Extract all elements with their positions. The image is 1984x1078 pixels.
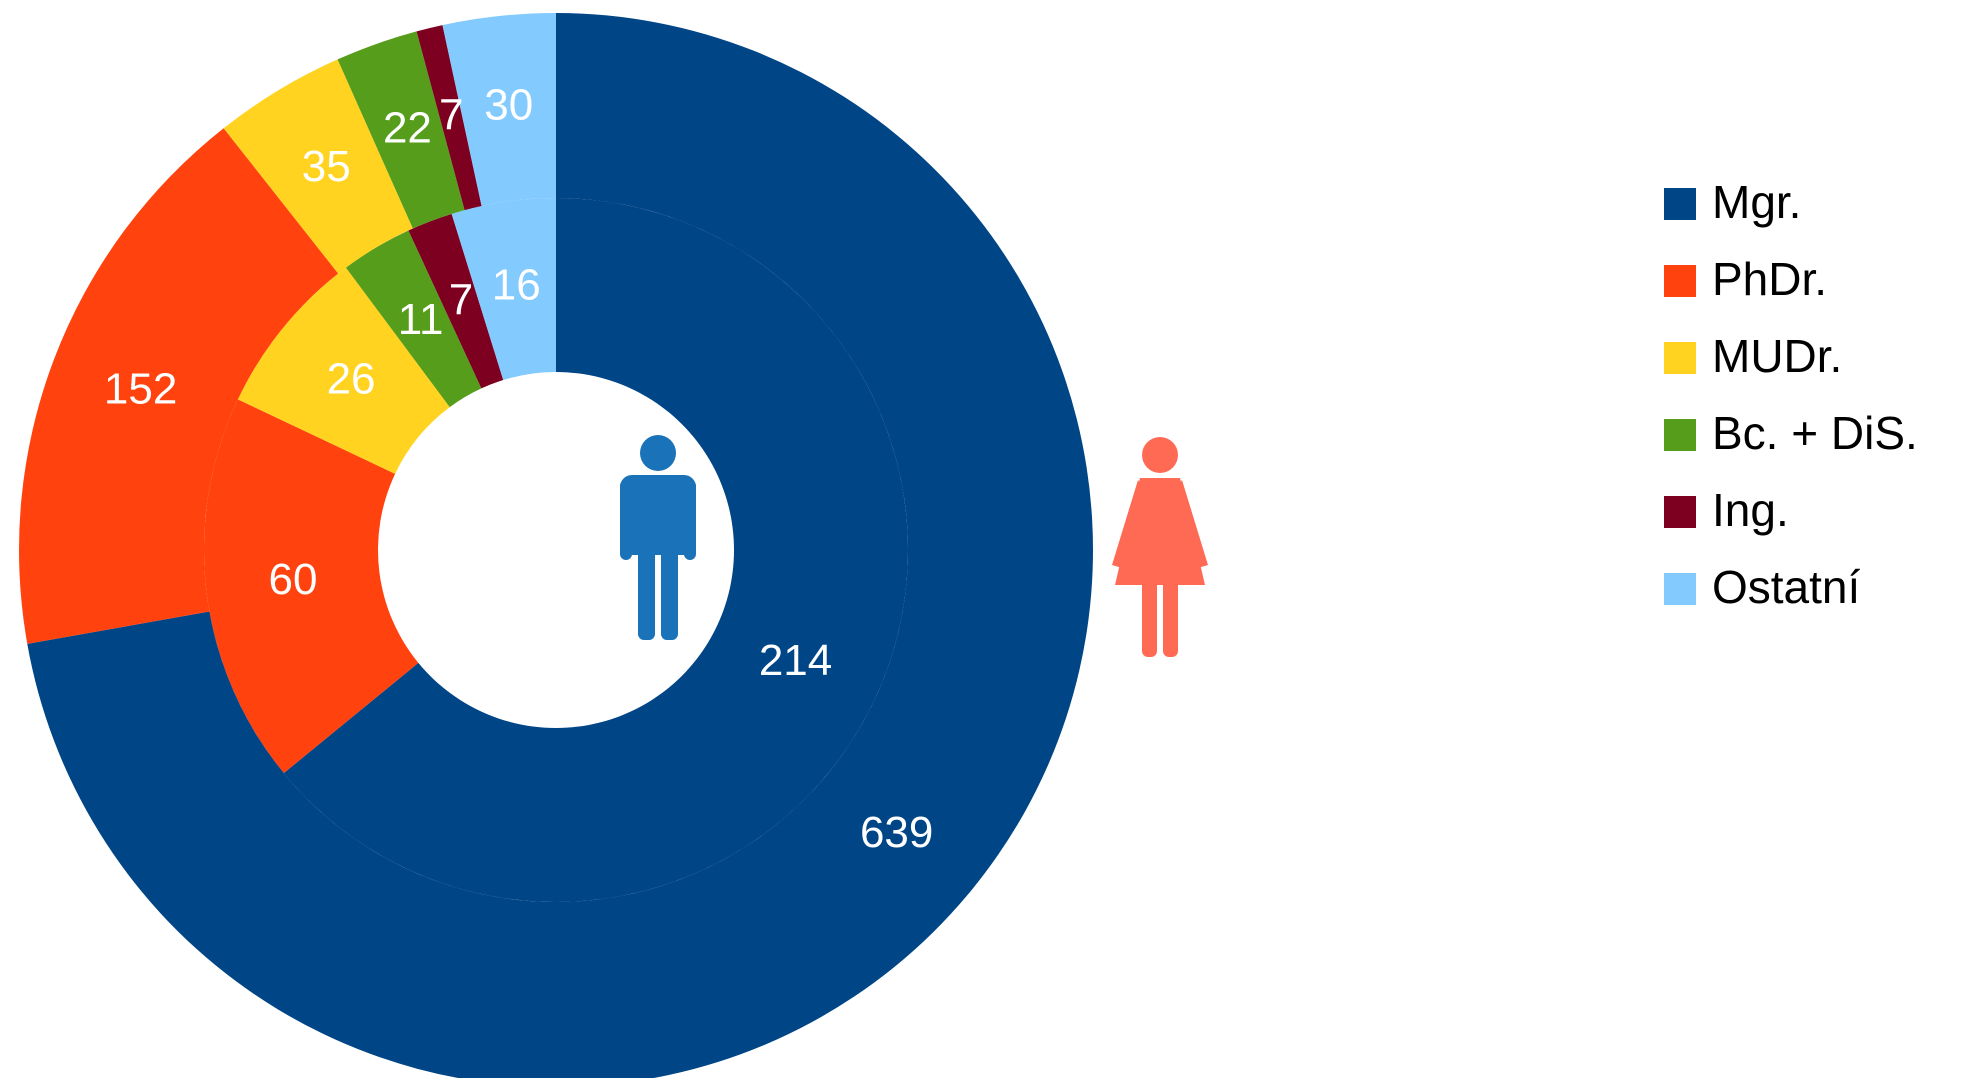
- donut-segment: [283, 198, 908, 902]
- data-label: 214: [759, 636, 832, 685]
- donut-segment: [237, 267, 450, 474]
- donut-segment: [451, 198, 556, 381]
- data-label: 16: [492, 261, 541, 310]
- donut-segment: [223, 59, 413, 274]
- donut-segment: [337, 31, 465, 229]
- legend-swatch: [1664, 342, 1696, 374]
- legend-label: Ing.: [1712, 484, 1789, 536]
- legend-label: PhDr.: [1712, 253, 1827, 305]
- legend-label: Ostatní: [1712, 561, 1861, 613]
- data-label: 152: [104, 364, 177, 413]
- legend-label: Bc. + DiS.: [1712, 407, 1918, 459]
- donut-segment: [442, 13, 556, 206]
- male-icon: [620, 435, 696, 640]
- donut-segment: [345, 230, 482, 408]
- data-label: 22: [383, 104, 432, 153]
- legend-swatch: [1664, 419, 1696, 451]
- legend-label: MUDr.: [1712, 330, 1842, 382]
- data-label: 60: [269, 555, 318, 604]
- donut-segment: [416, 25, 482, 211]
- legend-swatch: [1664, 496, 1696, 528]
- data-label: 639: [860, 808, 933, 857]
- legend-label: Mgr.: [1712, 176, 1801, 228]
- legend-swatch: [1664, 573, 1696, 605]
- female-icon: [1112, 437, 1208, 657]
- donut-segment: [18, 128, 339, 644]
- data-label: 35: [302, 142, 351, 191]
- data-label: 26: [327, 355, 376, 404]
- legend-swatch: [1664, 188, 1696, 220]
- donut-segment: [204, 399, 419, 774]
- data-label: 7: [439, 91, 463, 140]
- data-label: 11: [398, 295, 444, 344]
- data-label: 30: [484, 81, 533, 130]
- legend-swatch: [1664, 265, 1696, 297]
- data-label: 7: [449, 275, 473, 324]
- donut-segment: [27, 13, 1093, 1078]
- donut-segment: [408, 213, 504, 389]
